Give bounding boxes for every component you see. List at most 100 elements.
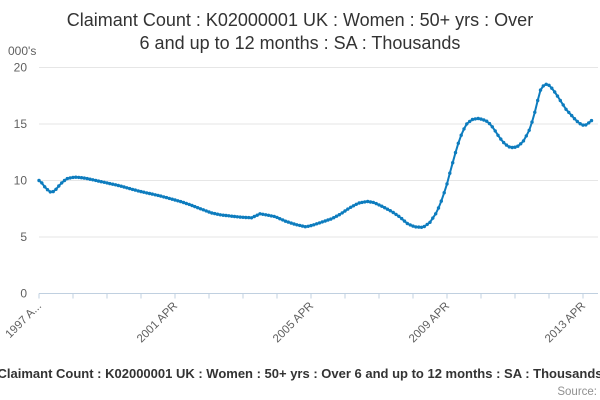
data-point-marker [315, 222, 319, 226]
data-point-marker [295, 223, 299, 227]
data-point-marker [45, 188, 50, 192]
data-point-marker [533, 110, 537, 115]
data-point-marker [252, 214, 256, 219]
data-point-marker [71, 175, 75, 180]
data-point-marker [57, 184, 61, 188]
data-point-marker [340, 211, 344, 215]
data-point-marker [527, 128, 531, 132]
data-point-marker [128, 186, 132, 191]
data-point-marker [210, 211, 214, 215]
data-point-marker [521, 139, 526, 143]
y-axis-label: 10 [14, 174, 28, 188]
data-point-marker [502, 140, 506, 145]
data-point-marker [150, 192, 154, 196]
data-point-marker [261, 212, 265, 216]
data-point-marker [334, 214, 339, 218]
data-point-marker [459, 133, 463, 137]
data-point-marker [536, 98, 540, 103]
chart-title-line-1: Claimant Count : K02000001 UK : Women : … [66, 10, 534, 30]
data-point-marker [289, 221, 293, 225]
data-point-marker [278, 217, 282, 221]
data-point-marker [473, 117, 477, 121]
data-point-marker [516, 144, 520, 148]
data-point-marker [431, 216, 435, 220]
data-point-marker [272, 214, 276, 219]
legend-item-label[interactable]: Claimant Count : K02000001 UK : Women : … [0, 366, 600, 381]
data-point-marker [269, 214, 273, 218]
data-point-marker [442, 191, 446, 195]
data-point-marker [377, 203, 381, 207]
data-point-marker [564, 107, 568, 112]
data-point-marker [366, 199, 370, 204]
data-point-marker [258, 212, 262, 216]
y-axis-unit-label: 000's [8, 44, 37, 58]
data-point-marker [561, 103, 565, 107]
data-point-marker [300, 224, 305, 228]
data-point-marker [385, 207, 390, 211]
data-point-marker [113, 183, 118, 187]
data-point-marker [587, 121, 591, 125]
data-point-marker [227, 214, 231, 218]
data-point-marker [60, 181, 64, 185]
data-point-marker [323, 219, 327, 223]
data-point-marker [391, 210, 395, 215]
data-point-marker [51, 189, 55, 194]
data-point-marker [190, 203, 194, 208]
data-point-marker [570, 113, 574, 118]
data-point-marker [485, 119, 489, 123]
data-point-marker [513, 145, 517, 149]
data-point-marker [96, 179, 101, 183]
data-point-marker [504, 143, 509, 147]
data-point-marker [555, 94, 560, 98]
data-point-marker [402, 219, 407, 223]
data-point-marker [581, 123, 585, 127]
data-point-marker [530, 120, 534, 124]
data-point-marker [411, 224, 415, 228]
data-point-marker [343, 209, 347, 213]
data-point-marker [337, 213, 341, 217]
data-point-marker [244, 215, 248, 220]
data-point-marker [496, 133, 500, 137]
data-point-marker [451, 161, 455, 165]
data-point-marker [476, 116, 480, 121]
data-point-marker [88, 177, 92, 181]
data-point-marker [142, 190, 146, 194]
data-point-marker [43, 185, 47, 189]
data-point-marker [62, 178, 67, 183]
data-point-marker [133, 188, 137, 192]
data-point-marker [309, 223, 313, 228]
x-axis-label: 2005 APR [271, 300, 316, 345]
y-axis-label: 5 [20, 230, 27, 244]
data-point-marker [462, 127, 466, 131]
data-point-marker [354, 202, 358, 206]
data-point-marker [434, 212, 438, 216]
data-point-marker [91, 178, 95, 182]
data-point-marker [487, 121, 492, 126]
data-point-marker [213, 211, 217, 216]
x-axis-label: 2013 APR [543, 300, 588, 345]
data-point-marker [99, 180, 104, 184]
data-point-marker [266, 213, 271, 217]
data-point-marker [247, 215, 251, 220]
data-point-marker [306, 224, 310, 228]
data-point-marker [397, 214, 401, 218]
data-point-marker [68, 176, 72, 180]
data-point-marker [116, 183, 121, 188]
data-point-marker [164, 195, 169, 200]
data-point-marker [317, 221, 322, 225]
data-point-marker [408, 223, 412, 227]
data-point-marker [201, 208, 205, 212]
data-point-marker [156, 193, 160, 198]
data-point-marker [303, 225, 307, 229]
data-point-marker [405, 221, 409, 226]
data-point-marker [544, 82, 548, 87]
data-point-marker [187, 202, 191, 207]
data-point-marker [119, 184, 123, 188]
data-point-marker [519, 142, 523, 146]
data-point-marker [196, 206, 200, 210]
x-axis-label: 2009 APR [407, 300, 452, 345]
data-point-marker [215, 212, 220, 216]
data-point-marker [102, 180, 106, 184]
data-point-marker [346, 207, 350, 211]
chart-title-line-2: 6 and up to 12 months : SA : Thousands [139, 33, 461, 53]
